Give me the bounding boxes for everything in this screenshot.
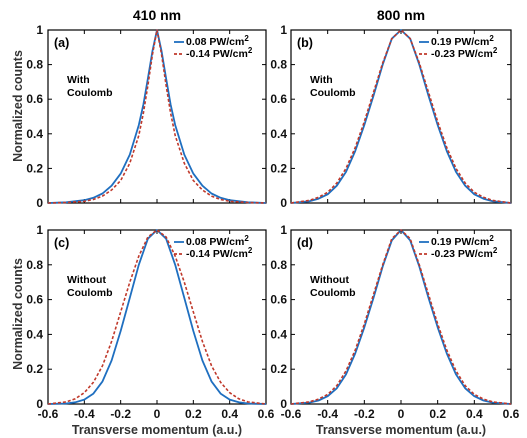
legend-label: -0.14 PW/cm2 [186,246,253,260]
panel-annotation: Coulomb [67,287,113,299]
y-tick-label: 0.8 [26,58,43,72]
series-line-solid [290,29,512,204]
legend-label: 0.08 PW/cm2 [186,34,249,48]
series-line-dashed [290,29,512,204]
x-tick-label: -0.2 [110,407,131,421]
y-tick-label: 0 [280,196,287,210]
panel-annotation: With [310,74,333,86]
legend-label: 0.19 PW/cm2 [431,34,494,48]
y-tick-label: 0 [280,397,287,411]
y-tick-label: 0.4 [270,327,287,341]
y-tick-label: 1 [280,23,287,37]
y-tick-label: 0.8 [270,58,287,72]
x-tick-label: 0 [154,407,161,421]
column-title-410nm: 410 nm [133,7,181,23]
panel-annotation: Coulomb [310,87,356,99]
x-tick-label: -0.4 [317,407,338,421]
y-tick-label: 0.4 [270,127,287,141]
y-tick-label: 1 [280,223,287,237]
y-tick-label: 0 [36,397,43,411]
y-axis-label-bottom: Normalized counts [11,258,25,370]
series-line-dashed [47,29,267,204]
series-line-solid [47,229,267,405]
x-axis-label-left: Transverse momentum (a.u.) [72,423,242,437]
column-title-800nm: 800 nm [377,7,425,23]
panel-d: 0 0.2 0.4 0.6 0.8 1 -0.6 -0.4 -0.2 0 0.2 0.4 0.6 (d) W… [270,223,519,421]
panel-label: (a) [54,36,69,50]
x-tick-label: -0.4 [74,407,95,421]
panel-annotation: Without [310,274,349,286]
y-tick-label: 1 [36,23,43,37]
y-tick-label: 0.2 [270,362,287,376]
y-tick-label: 0.6 [270,92,287,106]
y-tick-label: 0.6 [26,293,43,307]
panel-annotation: With [67,74,90,86]
panel-label: (c) [54,236,69,250]
panel-annotation: Coulomb [67,87,113,99]
y-axis-label-top: Normalized counts [11,50,25,162]
series-line-dashed [290,229,512,405]
y-tick-label: 0.2 [26,161,43,175]
legend-label: 0.19 PW/cm2 [431,234,494,248]
panel-label: (b) [297,36,313,50]
panel-annotation: Without [67,274,106,286]
y-tick-label: 0.4 [26,327,43,341]
panel-annotation: Coulomb [310,287,356,299]
legend-label: -0.23 PW/cm2 [431,246,498,260]
y-tick-label: 0.8 [270,258,287,272]
y-tick-label: 0 [36,196,43,210]
x-tick-label: -0.6 [281,407,302,421]
x-tick-label: 0.6 [258,407,275,421]
series-line-dashed [47,229,267,405]
y-tick-label: 0.4 [26,127,43,141]
x-tick-label: 0 [398,407,405,421]
x-axis-label-right: Transverse momentum (a.u.) [316,423,486,437]
y-tick-label: 1 [36,223,43,237]
x-tick-label: 0.4 [466,407,483,421]
x-tick-label: 0.4 [221,407,238,421]
x-tick-label: 0.6 [503,407,520,421]
y-tick-label: 0.6 [26,92,43,106]
y-tick-label: 0.6 [270,293,287,307]
x-tick-label: 0.2 [429,407,446,421]
panel-label: (d) [297,236,313,250]
y-tick-label: 0.2 [26,362,43,376]
legend-label: -0.14 PW/cm2 [186,46,253,60]
x-tick-label: -0.2 [354,407,375,421]
legend-label: 0.08 PW/cm2 [186,234,249,248]
y-tick-label: 0.2 [270,161,287,175]
x-tick-label: 0.2 [185,407,202,421]
y-tick-label: 0.8 [26,258,43,272]
x-tick-label: -0.6 [38,407,59,421]
panel-c: 0 0.2 0.4 0.6 0.8 1 -0.6 -0.4 -0.2 0 0.2 0.4 0.6 (c) W… [26,223,274,421]
legend-label: -0.23 PW/cm2 [431,46,498,60]
